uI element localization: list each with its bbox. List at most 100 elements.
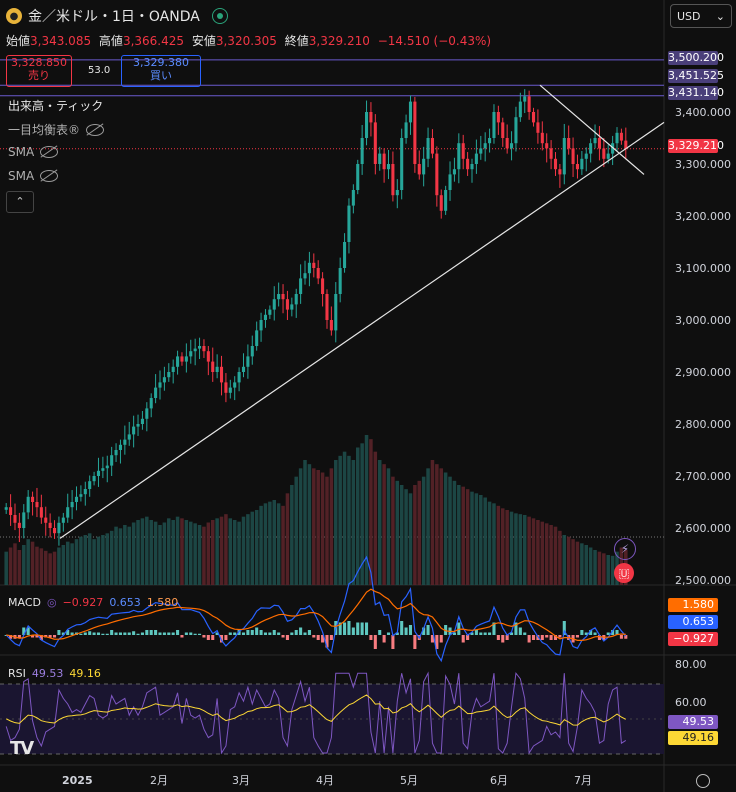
candle-body (619, 132, 623, 141)
hidden-eye-icon[interactable] (40, 146, 59, 158)
volume-bar (114, 526, 118, 585)
price-tick-label: 2,500.000 (675, 574, 731, 587)
macd-histogram-bar (338, 622, 342, 635)
macd-histogram-bar (246, 630, 250, 635)
volume-bar (254, 510, 259, 585)
macd-histogram-bar (241, 632, 246, 635)
macd-histogram-bar (48, 635, 52, 638)
candle-body (488, 138, 492, 144)
candle-body (52, 528, 57, 534)
price-tick-label: 3,400.000 (675, 106, 731, 119)
macd-histogram-bar (105, 633, 109, 635)
tradingview-logo[interactable]: TV (10, 738, 34, 759)
macd-histogram-bar (176, 630, 180, 635)
macd-label: MACD (8, 596, 41, 609)
volume-bar (241, 516, 246, 585)
rsi-ma-tag: 49.16 (668, 731, 718, 745)
volume-bar (610, 555, 615, 585)
volume-bar (395, 480, 400, 585)
volume-bar (140, 518, 145, 585)
macd-histogram-bar (540, 635, 544, 640)
volume-bar (298, 468, 303, 585)
candle-body (281, 294, 285, 300)
price-tag-h1: 3,500.200 (668, 51, 724, 65)
macd-histogram-bar (219, 635, 224, 643)
volume-bar (329, 468, 334, 585)
candle-body (61, 517, 65, 523)
candle-body (74, 496, 79, 502)
candle-body (413, 101, 417, 164)
macd-histogram-bar (26, 627, 30, 635)
volume-bar (131, 522, 136, 585)
legend-sma-2[interactable]: SMA (8, 169, 59, 183)
macd-histogram-bar (395, 632, 399, 635)
volume-bar (369, 439, 373, 585)
candle-body (180, 356, 184, 362)
macd-histogram-bar (118, 632, 122, 635)
macd-legend[interactable]: MACD ◎ −0.927 0.653 1.580 (8, 596, 178, 609)
volume-bar (334, 460, 338, 585)
candle-body (132, 426, 136, 435)
candle-body (176, 356, 180, 367)
sell-price: 3,328.850 (11, 56, 67, 69)
macd-histogram-bar (343, 622, 347, 635)
candle-body (540, 132, 544, 144)
macd-histogram-bar (624, 635, 628, 639)
low-value: 3,320.305 (215, 34, 277, 48)
collapse-legend-button[interactable]: ⌃ (6, 191, 34, 213)
candle-body (303, 273, 307, 279)
macd-histogram-bar (408, 625, 413, 635)
macd-signal-value: 0.653 (109, 596, 141, 609)
symbol-header[interactable]: ● 金／米ドル・1日・OANDA (6, 6, 228, 26)
volume-bar (360, 443, 364, 585)
candle-body (31, 496, 35, 502)
gear-icon[interactable] (696, 774, 710, 788)
macd-histogram-bar (321, 635, 325, 643)
volume-bar (65, 541, 70, 585)
macd-histogram-bar (505, 635, 509, 640)
volume-bar (580, 543, 584, 585)
candle-body (435, 153, 439, 196)
candle-body (562, 138, 566, 175)
hidden-eye-icon[interactable] (40, 170, 59, 182)
macd-histogram-bar (312, 635, 316, 638)
rsi-legend[interactable]: RSI 49.53 49.16 (8, 667, 101, 680)
macd-histogram-bar (154, 630, 158, 635)
ichimoku-label: 一目均衡表® (8, 123, 81, 137)
buy-button[interactable]: 3,329.380 買い (121, 55, 201, 87)
macd-settings-icon[interactable]: ◎ (46, 596, 57, 609)
macd-histogram-bar (272, 630, 276, 635)
macd-histogram-bar (466, 635, 470, 640)
volume-bar (224, 514, 228, 585)
close-value: 3,329.210 (308, 34, 370, 48)
macd-histogram-bar (268, 632, 272, 635)
currency-select[interactable]: USD ⌄ (670, 4, 732, 28)
volume-bar (101, 535, 105, 585)
candle-body (136, 424, 140, 427)
volume-bar (263, 503, 268, 585)
candle-body (527, 96, 531, 112)
legend-ichimoku[interactable]: 一目均衡表® (8, 121, 105, 138)
legend-sma-1[interactable]: SMA (8, 145, 59, 159)
volume-bar (452, 480, 457, 585)
us-flag-events-icon[interactable]: 🇺 (614, 563, 634, 583)
lightning-icon[interactable]: ⚡ (614, 538, 636, 560)
volume-bar (4, 551, 8, 585)
candle-body (118, 444, 122, 450)
candle-body (83, 489, 87, 495)
price-tick-label: 3,000.000 (675, 314, 731, 327)
candle-body (479, 148, 483, 154)
volume-bar (312, 468, 316, 585)
volume-bar (215, 518, 219, 585)
volume-bar (325, 476, 329, 585)
candle-body (439, 195, 443, 211)
volume-bar (342, 451, 347, 585)
hidden-eye-icon[interactable] (86, 123, 105, 136)
candle-body (127, 434, 131, 440)
volume-bar (386, 468, 391, 585)
macd-line (5, 555, 627, 663)
legend-volume[interactable]: 出来高・ティック (8, 97, 103, 114)
sell-button[interactable]: 3,328.850 売り (6, 55, 72, 87)
macd-histogram-bar (606, 632, 610, 635)
